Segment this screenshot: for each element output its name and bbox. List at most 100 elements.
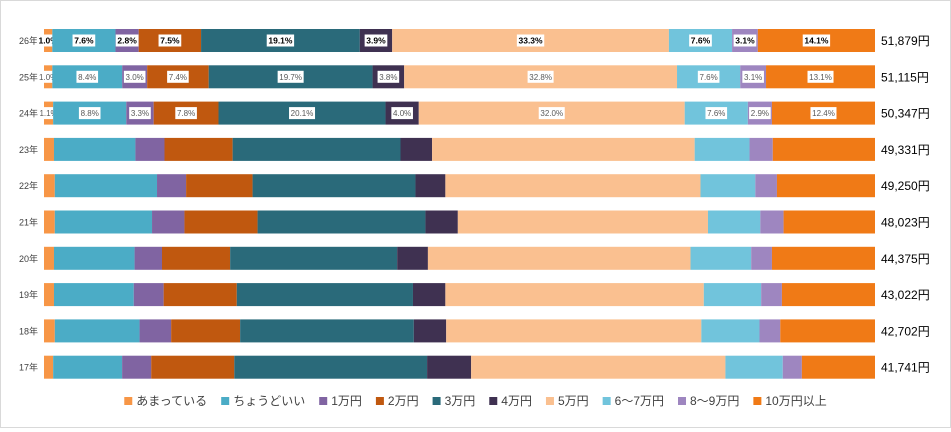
legend-swatch-series-7 <box>602 397 611 405</box>
data-label-box <box>697 70 720 83</box>
data-label: 7.6% <box>691 36 711 46</box>
data-label-box <box>807 70 834 83</box>
data-label: 3.8% <box>379 73 397 82</box>
legend-swatch-series-8 <box>678 397 687 405</box>
data-label-box <box>733 34 757 47</box>
bar-segment-series-6 <box>445 283 704 307</box>
data-label-box <box>115 34 139 47</box>
data-label-box <box>123 70 146 83</box>
data-label: 32.8% <box>529 73 552 82</box>
bar-segment-series-7 <box>725 355 783 379</box>
data-label-box <box>175 107 197 120</box>
category-label: 25年 <box>19 71 38 82</box>
bar-segment-series-7 <box>701 319 760 343</box>
bar-segment-series-5 <box>427 355 472 379</box>
bar-segment-series-1 <box>53 355 123 379</box>
legend-label: 3万円 <box>445 394 476 408</box>
bar-segment-series-9 <box>776 174 875 198</box>
data-label: 7.6% <box>700 73 718 82</box>
bar-segment-series-6 <box>471 355 726 379</box>
data-label-box <box>266 34 295 47</box>
data-label-box <box>76 70 99 83</box>
data-label: 1.1% <box>39 109 57 118</box>
legend-label: 1万円 <box>331 394 362 408</box>
bar-segment-series-9 <box>771 246 875 270</box>
bar-segment-series-7 <box>694 137 750 161</box>
bar-segment-series-1 <box>54 174 158 198</box>
data-label: 2.9% <box>751 109 769 118</box>
bar-segment-series-6 <box>446 319 702 343</box>
bar-segment-series-3 <box>163 283 237 307</box>
legend-swatch-series-6 <box>545 397 554 405</box>
category-label: 24年 <box>19 108 38 119</box>
bar-segment-series-4 <box>236 283 413 307</box>
legend-swatch-series-0 <box>124 397 133 405</box>
data-label-box <box>158 34 182 47</box>
data-label-box <box>364 34 388 47</box>
total-label: 49,331円 <box>881 143 930 157</box>
data-label-box <box>377 70 400 83</box>
bar-segment-series-3 <box>184 210 258 234</box>
bar-segment-series-2 <box>135 137 165 161</box>
bar-segment-series-4 <box>232 137 401 161</box>
bar-segment-series-7 <box>703 283 762 307</box>
bar-segment-series-1 <box>53 246 135 270</box>
bar-segment-series-6 <box>427 246 691 270</box>
bar-segment-series-8 <box>749 137 773 161</box>
legend-swatch-series-9 <box>753 397 762 405</box>
data-label-box <box>802 34 831 47</box>
category-label: 26年 <box>19 35 38 46</box>
bar-segment-series-9 <box>801 355 875 379</box>
data-label: 7.6% <box>74 36 94 46</box>
bar-segment-series-4 <box>252 174 416 198</box>
bar-segment-series-4 <box>230 246 398 270</box>
data-label-box <box>391 107 413 120</box>
bar-segment-series-9 <box>772 137 875 161</box>
data-label-box <box>167 70 189 83</box>
bar-segment-series-2 <box>157 174 187 198</box>
data-label-box <box>749 107 771 120</box>
data-label: 32.0% <box>540 109 563 118</box>
bar-segment-series-5 <box>415 174 446 198</box>
data-label-box <box>742 70 764 83</box>
category-label: 22年 <box>19 180 38 191</box>
bar-segment-series-5 <box>397 246 428 270</box>
data-label: 7.6% <box>707 109 725 118</box>
bar-segment-series-5 <box>400 137 433 161</box>
bar-segment-series-0 <box>44 355 54 379</box>
bar-segment-series-3 <box>171 319 241 343</box>
bar-segment-series-3 <box>162 246 231 270</box>
bar-segment-series-3 <box>164 137 233 161</box>
total-label: 51,115円 <box>881 70 929 84</box>
category-label: 23年 <box>19 144 38 155</box>
bar-segment-series-3 <box>151 355 235 379</box>
data-label: 33.3% <box>518 36 543 46</box>
data-label-box <box>277 70 304 83</box>
bar-segment-series-2 <box>139 319 172 343</box>
data-label-box <box>705 107 728 120</box>
bar-segment-series-8 <box>755 174 777 198</box>
bar-segment-series-8 <box>761 283 782 307</box>
data-label: 3.3% <box>131 109 149 118</box>
bar-segment-series-1 <box>53 283 134 307</box>
category-label: 19年 <box>19 289 38 300</box>
data-label-box <box>538 107 565 120</box>
bar-segment-series-0 <box>44 174 55 198</box>
bar-segment-series-5 <box>425 210 458 234</box>
bar-segment-series-0 <box>44 210 55 234</box>
data-label-box <box>810 107 837 120</box>
bar-segment-series-7 <box>690 246 752 270</box>
data-label-box <box>72 34 96 47</box>
legend-swatch-series-1 <box>221 397 230 405</box>
data-label: 19.7% <box>279 73 302 82</box>
category-label: 17年 <box>19 362 38 373</box>
bar-segment-series-1 <box>54 210 153 234</box>
bar-segment-series-6 <box>432 137 695 161</box>
total-label: 44,375円 <box>881 252 930 266</box>
bar-segment-series-6 <box>457 210 708 234</box>
total-label: 42,702円 <box>881 324 930 338</box>
data-label: 7.4% <box>169 73 187 82</box>
data-label: 7.5% <box>160 36 180 46</box>
category-label: 21年 <box>19 217 38 228</box>
